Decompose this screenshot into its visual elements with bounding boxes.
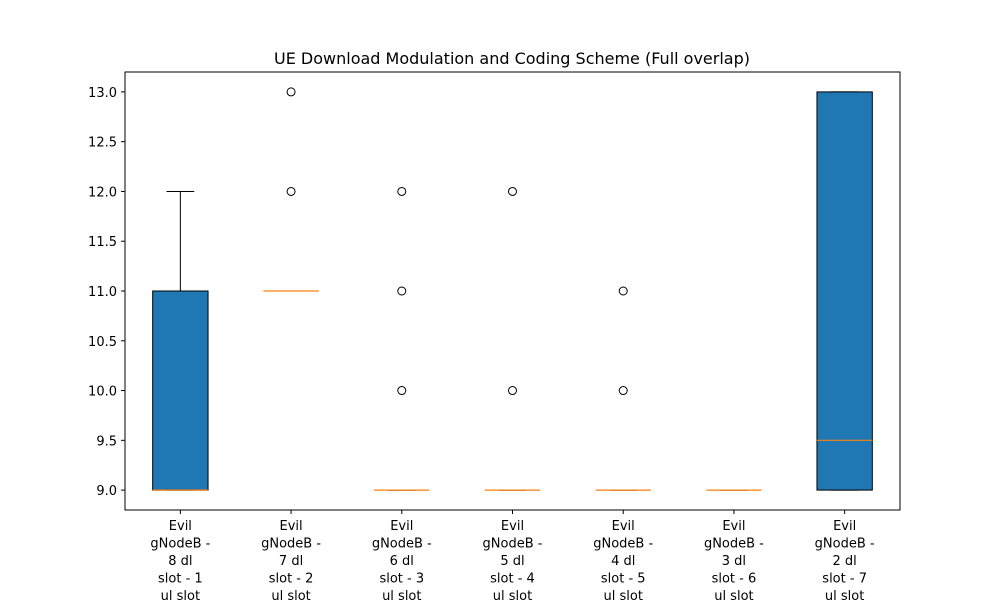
x-tick-label-line: slot - 6: [712, 572, 757, 587]
x-tick-label: Evil gNodeB - 7 dl slot - 2 ul slot: [261, 519, 321, 600]
box-body: [152, 290, 209, 491]
x-tick-label-line: Evil: [612, 519, 635, 534]
x-tick-label: Evil gNodeB - 6 dl slot - 3 ul slot: [372, 519, 432, 600]
x-tick-label-line: 7 dl: [279, 554, 303, 569]
y-tick-label: 13.0: [88, 86, 117, 101]
x-tick-label-line: slot - 2: [269, 572, 314, 587]
x-tick-label-line: ul slot: [382, 589, 421, 600]
x-tick-label: Evil gNodeB - 2 dl slot - 7 ul slot: [815, 519, 875, 600]
x-tick-label-line: gNodeB -: [372, 537, 432, 552]
x-tick-label: Evil gNodeB - 3 dl slot - 6 ul slot: [704, 519, 764, 600]
x-tick-label-line: 4 dl: [611, 554, 635, 569]
outlier-point: [508, 386, 517, 396]
x-tick-label-line: ul slot: [714, 589, 753, 600]
outlier-point: [397, 286, 407, 296]
y-tick-label: 10.0: [88, 385, 117, 400]
box-body: [816, 91, 873, 491]
x-tick-label-line: ul slot: [604, 589, 643, 600]
x-tick-label-line: ul slot: [493, 589, 532, 600]
x-tick-label-line: slot - 4: [490, 572, 535, 587]
y-axis: 9.0 9.5 10.0 10.5 11.0 11.5 12.0 12.5 13.0: [88, 86, 125, 499]
x-tick-label-line: Evil: [390, 519, 413, 534]
x-tick-label: Evil gNodeB - 8 dl slot - 1 ul slot: [150, 519, 210, 600]
x-tick-label-line: 2 dl: [833, 554, 857, 569]
outlier-point: [618, 286, 628, 296]
box-group: [816, 91, 873, 491]
y-tick-label: 9.0: [96, 484, 117, 499]
x-tick-label-line: 3 dl: [722, 554, 746, 569]
box-group: [595, 286, 651, 491]
x-tick-label-line: Evil: [722, 519, 745, 534]
y-tick-label: 12.0: [88, 185, 117, 200]
outlier-point: [286, 186, 296, 196]
x-tick-label: Evil gNodeB - 5 dl slot - 4 ul slot: [483, 519, 543, 600]
outlier-point: [397, 186, 407, 196]
x-tick-label-line: gNodeB -: [150, 537, 210, 552]
x-tick-label-line: 5 dl: [500, 554, 524, 569]
box-series: [152, 87, 873, 491]
y-tick-label: 10.5: [88, 335, 117, 350]
x-tick-label-line: 8 dl: [168, 554, 192, 569]
x-tick-label-line: Evil: [280, 519, 303, 534]
outlier-point: [508, 186, 517, 196]
y-tick-label: 11.0: [88, 285, 117, 300]
x-tick-label-line: Evil: [833, 519, 856, 534]
outlier-point: [618, 386, 628, 396]
chart-title: UE Download Modulation and Coding Scheme…: [274, 49, 750, 68]
x-tick-label-line: ul slot: [271, 589, 310, 600]
x-tick-label-line: slot - 7: [822, 572, 867, 587]
x-tick-label-line: 6 dl: [390, 554, 414, 569]
outlier-point: [397, 386, 407, 396]
box-group: [152, 190, 209, 491]
x-tick-label-line: slot - 3: [379, 572, 424, 587]
x-tick-label: Evil gNodeB - 4 dl slot - 5 ul slot: [593, 519, 653, 600]
y-tick-label: 12.5: [88, 136, 117, 151]
x-tick-label-line: Evil: [169, 519, 192, 534]
x-tick-label-line: gNodeB -: [593, 537, 653, 552]
box-group: [263, 87, 319, 292]
y-tick-label: 9.5: [96, 434, 117, 449]
y-tick-label: 11.5: [88, 235, 117, 250]
outlier-point: [286, 87, 296, 97]
x-tick-label-line: ul slot: [161, 589, 200, 600]
x-tick-label-line: Evil: [501, 519, 524, 534]
x-axis: Evil gNodeB - 8 dl slot - 1 ul slot Evil gNode…: [150, 510, 875, 604]
box-group: [374, 186, 430, 491]
x-tick-label-line: ul slot: [825, 589, 864, 600]
x-tick-label-line: gNodeB -: [261, 537, 321, 552]
x-tick-label-line: gNodeB -: [483, 537, 543, 552]
plot-area-frame: [124, 71, 901, 511]
x-tick-label-line: slot - 1: [158, 572, 203, 587]
x-tick-label-line: gNodeB -: [815, 537, 875, 552]
box-group: [484, 186, 541, 491]
x-tick-label-line: slot - 5: [601, 572, 646, 587]
x-tick-label-line: gNodeB -: [704, 537, 764, 552]
